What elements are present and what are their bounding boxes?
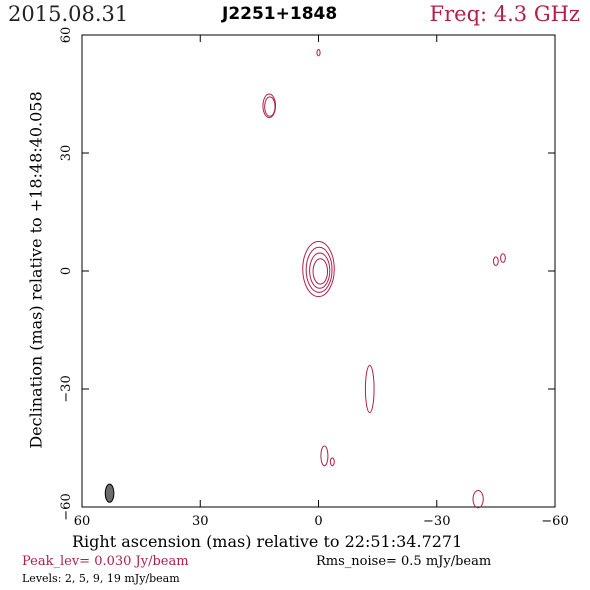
x-tick-label: −60 [541, 514, 568, 529]
contour-ring [329, 457, 335, 467]
contour-ring [316, 49, 321, 57]
contour-ring [264, 96, 276, 117]
contour-layer [104, 49, 506, 509]
beam-ellipse [104, 483, 115, 503]
contour-ring [309, 252, 331, 289]
observation-date: 2015.08.31 [8, 2, 129, 26]
contour-ring [320, 445, 329, 467]
x-tick-label: 30 [192, 514, 209, 529]
y-tick-label: 0 [59, 267, 74, 275]
peak-level: Peak_lev= 0.030 Jy/beam [22, 554, 189, 569]
y-tick-label: −30 [59, 375, 74, 402]
contour-ring [312, 258, 329, 285]
plot-frame [81, 34, 556, 508]
x-tick-label: −30 [423, 514, 450, 529]
contour-ring [500, 253, 506, 263]
x-axis-label: Right ascension (mas) relative to 22:51:… [72, 532, 463, 551]
contour-levels: Levels: 2, 5, 9, 19 mJy/beam [22, 572, 180, 585]
y-tick-label: 60 [59, 27, 74, 44]
contour-ring [305, 246, 333, 293]
x-tick-label: 60 [74, 514, 91, 529]
rms-noise: Rms_noise= 0.5 mJy/beam [316, 554, 492, 569]
frequency-label: Freq: 4.3 GHz [429, 2, 580, 26]
x-tick-label: 0 [314, 514, 322, 529]
contour-ring [472, 489, 484, 509]
y-tick-label: −60 [59, 493, 74, 520]
y-tick-label: 30 [59, 145, 74, 162]
y-axis-label: Declination (mas) relative to +18:48:40.… [26, 91, 46, 449]
contour-ring [262, 93, 277, 119]
contour-ring [302, 241, 335, 298]
source-name: J2251+1848 [222, 4, 338, 24]
contour-ring [364, 364, 375, 414]
contour-ring [493, 256, 499, 266]
